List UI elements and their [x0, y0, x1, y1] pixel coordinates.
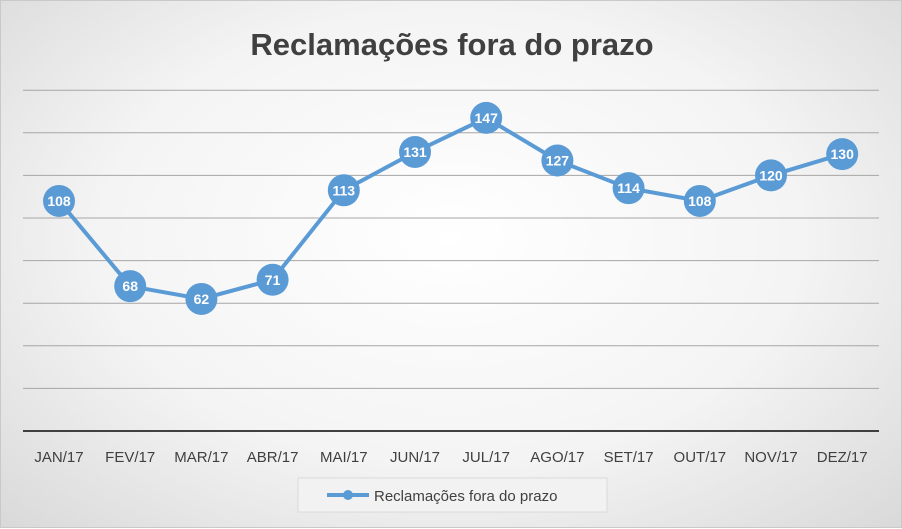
legend-label: Reclamações fora do prazo [374, 488, 557, 505]
x-tick-label: OUT/17 [674, 449, 727, 466]
legend-marker [343, 490, 353, 500]
chart-title: Reclamações fora do prazo [250, 27, 653, 62]
data-markers: 108 68 62 71 113 131 147 127 114 108 120 130 [43, 101, 859, 315]
legend: Reclamações fora do prazo [297, 477, 608, 513]
x-tick-label: MAR/17 [174, 449, 228, 466]
data-point [43, 184, 75, 217]
data-point [185, 282, 218, 315]
data-point [470, 101, 503, 134]
x-tick-label: FEV/17 [105, 449, 155, 466]
data-label: 71 [265, 272, 281, 288]
x-tick-label: DEZ/17 [817, 449, 868, 466]
x-tick-label: JUL/17 [462, 449, 510, 466]
data-label: 131 [403, 144, 427, 160]
data-point [826, 138, 859, 171]
x-tick-label: ABR/17 [247, 449, 299, 466]
data-label: 130 [831, 146, 855, 162]
x-tick-label: MAI/17 [320, 449, 368, 466]
data-label: 127 [546, 152, 570, 168]
data-label: 120 [759, 167, 783, 183]
x-tick-label: JUN/17 [390, 449, 440, 466]
data-point [541, 144, 574, 177]
gridlines [23, 89, 879, 389]
data-label: 68 [122, 278, 138, 294]
x-tick-label: SET/17 [604, 449, 654, 466]
data-label: 108 [47, 193, 71, 209]
series-line [57, 115, 843, 301]
data-label: 113 [333, 182, 356, 198]
x-tick-labels: JAN/17 FEV/17 MAR/17 ABR/17 MAI/17 JUN/17 JUL/… [34, 449, 867, 466]
data-label: 147 [475, 110, 499, 126]
data-point [327, 174, 360, 207]
x-tick-label: NOV/17 [744, 449, 797, 466]
data-point [114, 270, 147, 303]
data-label: 108 [688, 193, 712, 209]
data-point [612, 172, 645, 205]
data-point [256, 263, 289, 296]
x-tick-label: JAN/17 [34, 449, 83, 466]
data-point [399, 135, 431, 168]
data-label: 114 [617, 180, 640, 196]
data-point [755, 159, 787, 192]
data-point [683, 184, 716, 217]
x-tick-label: AGO/17 [530, 449, 584, 466]
data-label: 62 [194, 291, 210, 307]
